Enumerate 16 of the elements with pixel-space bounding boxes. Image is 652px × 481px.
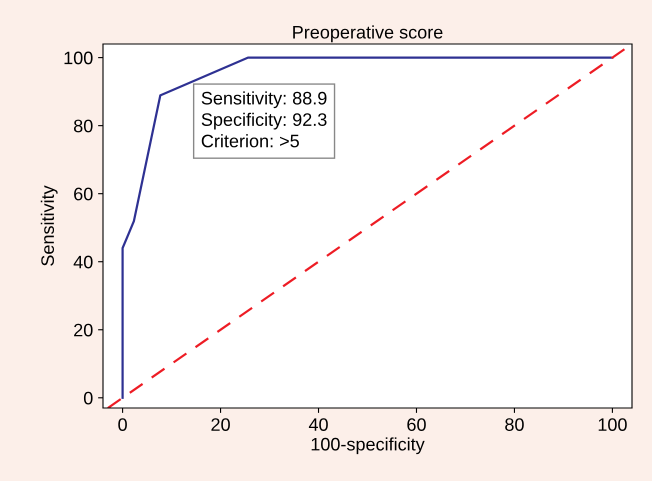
y-tick-label: 80 xyxy=(74,120,93,132)
x-tick-label: 40 xyxy=(308,418,328,431)
x-tick-label: 20 xyxy=(211,418,230,431)
annotation: Sensitivity: 88.9 Specificity: 92.3 Criterion: >5 xyxy=(202,91,327,148)
x-tick-label: 80 xyxy=(505,418,524,431)
y-tick-label: 100 xyxy=(64,52,93,64)
y-axis-title: Sensitivity xyxy=(40,185,58,266)
x-tick-label: 100 xyxy=(598,418,627,431)
x-tick-label: 0 xyxy=(118,418,127,431)
y-tick-label: 20 xyxy=(74,324,93,336)
y-tick-label: 60 xyxy=(74,188,93,200)
x-axis-title: 100-specificity xyxy=(312,437,425,454)
y-tick-label: 40 xyxy=(74,256,93,268)
y-tick-label: 0 xyxy=(84,392,93,405)
x-tick-label: 60 xyxy=(407,418,426,431)
chart-title: Preoperative score xyxy=(293,25,442,42)
